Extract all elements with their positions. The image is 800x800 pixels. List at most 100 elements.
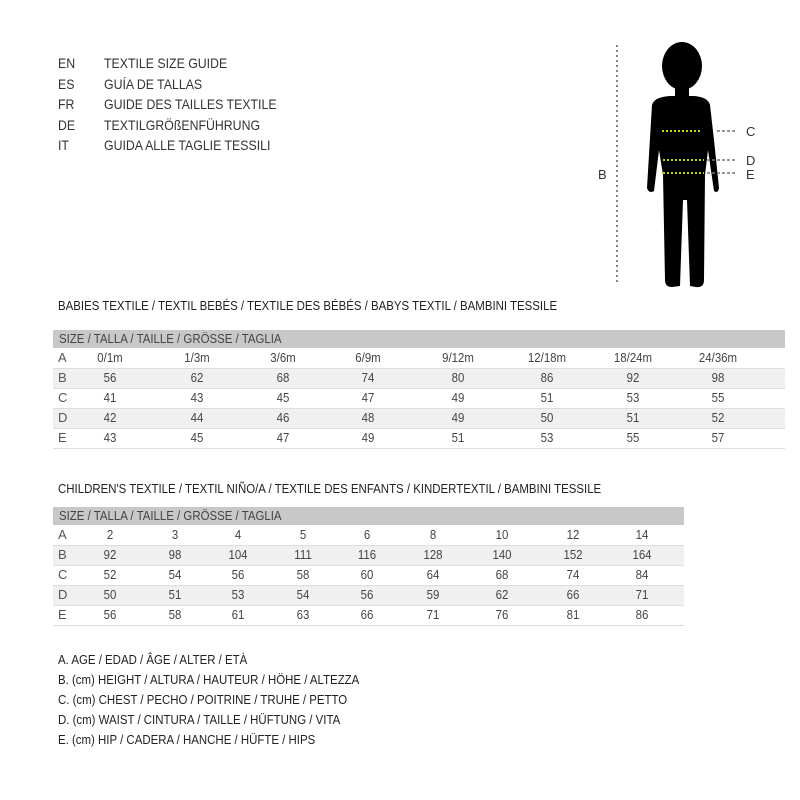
table-row: E 56 58 61 63 66 71 76 81 86 [53, 606, 684, 626]
table-cell: 43 [103, 430, 117, 445]
table-cell: 48 [361, 410, 375, 425]
table-cell: 55 [626, 430, 640, 445]
babies-size-header-label: SIZE / TALLA / TAILLE / GRÖSSE / TAGLIA [59, 331, 282, 346]
table-cell: 55 [711, 390, 725, 405]
label-c: C [746, 124, 755, 139]
row-label: A [58, 527, 67, 542]
table-cell: 86 [635, 607, 649, 622]
legend-item: E. (cm) HIP / CADERA / HANCHE / HÜFTE / … [58, 732, 316, 747]
table-cell: 116 [357, 547, 377, 562]
child-silhouette-figure: B C D E [598, 42, 755, 288]
table-cell: 2 [106, 527, 114, 542]
table-cell: 54 [168, 567, 182, 582]
table-cell: 46 [276, 410, 290, 425]
table-cell: 66 [566, 587, 580, 602]
table-cell: 51 [168, 587, 182, 602]
table-cell: 6/9m [355, 350, 381, 365]
table-cell: 49 [361, 430, 375, 445]
table-cell: 3 [171, 527, 179, 542]
language-code: IT [58, 137, 69, 153]
table-cell: 74 [361, 370, 375, 385]
table-cell: 53 [231, 587, 245, 602]
babies-heading: BABIES TEXTILE / TEXTIL BEBÉS / TEXTILE … [58, 298, 558, 313]
table-row: B 92 98 104 111 116 128 140 152 164 [53, 546, 684, 566]
table-cell: 98 [168, 547, 182, 562]
table-cell: 62 [495, 587, 509, 602]
table-cell: 41 [103, 390, 117, 405]
table-cell: 44 [190, 410, 204, 425]
table-cell: 50 [540, 410, 554, 425]
table-cell: 10 [495, 527, 509, 542]
table-cell: 9/12m [442, 350, 474, 365]
table-row: A 2 3 4 5 6 8 10 12 14 [53, 526, 684, 546]
table-cell: 4 [234, 527, 242, 542]
table-cell: 45 [276, 390, 290, 405]
table-cell: 58 [296, 567, 310, 582]
table-cell: 59 [426, 587, 440, 602]
table-cell: 84 [635, 567, 649, 582]
language-title: GUIDE DES TAILLES TEXTILE [104, 96, 277, 112]
children-heading: CHILDREN'S TEXTILE / TEXTIL NIÑO/A / TEX… [58, 481, 602, 496]
children-size-header: SIZE / TALLA / TAILLE / GRÖSSE / TAGLIA [53, 507, 684, 525]
table-cell: 64 [426, 567, 440, 582]
table-cell: 71 [426, 607, 440, 622]
table-cell: 1/3m [184, 350, 210, 365]
table-cell: 52 [103, 567, 117, 582]
table-cell: 61 [231, 607, 245, 622]
table-cell: 60 [360, 567, 374, 582]
table-cell: 42 [103, 410, 117, 425]
table-cell: 49 [451, 390, 465, 405]
language-code: EN [58, 55, 76, 71]
table-row: C 41 43 45 47 49 51 53 55 [53, 389, 785, 409]
table-cell: 57 [711, 430, 725, 445]
table-cell: 24/36m [698, 350, 738, 365]
row-label: C [58, 567, 68, 582]
silhouette-icon [647, 42, 719, 288]
table-cell: 56 [103, 370, 117, 385]
table-cell: 12 [566, 527, 580, 542]
table-row: D 42 44 46 48 49 50 51 52 [53, 409, 785, 429]
table-row: D 50 51 53 54 56 59 62 66 71 [53, 586, 684, 606]
row-label: A [58, 350, 67, 365]
table-cell: 76 [495, 607, 509, 622]
table-cell: 8 [429, 527, 437, 542]
table-cell: 14 [635, 527, 649, 542]
language-title: TEXTILGRÖßENFÜHRUNG [104, 116, 261, 133]
table-cell: 45 [190, 430, 204, 445]
row-label: D [58, 410, 68, 425]
table-cell: 6 [363, 527, 371, 542]
legend-item: D. (cm) WAIST / CINTURA / TAILLE / HÜFTU… [58, 712, 341, 727]
table-cell: 51 [451, 430, 465, 445]
table-cell: 5 [299, 527, 307, 542]
row-label: E [58, 607, 67, 622]
table-cell: 50 [103, 587, 117, 602]
label-d: D [746, 153, 755, 168]
table-cell: 86 [540, 370, 554, 385]
label-b: B [598, 167, 607, 182]
table-cell: 47 [361, 390, 375, 405]
table-cell: 74 [566, 567, 580, 582]
table-cell: 152 [563, 547, 583, 562]
language-title: TEXTILE SIZE GUIDE [104, 55, 228, 71]
table-cell: 68 [276, 370, 290, 385]
table-cell: 62 [190, 370, 204, 385]
legend-item: C. (cm) CHEST / PECHO / POITRINE / TRUHE… [58, 692, 348, 707]
table-cell: 52 [711, 410, 725, 425]
table-cell: 140 [492, 547, 512, 562]
table-cell: 56 [360, 587, 374, 602]
language-title: GUIDA ALLE TAGLIE TESSILI [104, 137, 271, 153]
label-e: E [746, 167, 755, 182]
table-cell: 128 [423, 547, 443, 562]
table-cell: 92 [626, 370, 640, 385]
table-cell: 104 [228, 547, 248, 562]
table-cell: 66 [360, 607, 374, 622]
table-cell: 80 [451, 370, 465, 385]
language-code: FR [58, 96, 75, 112]
table-cell: 53 [540, 430, 554, 445]
row-label: B [58, 370, 67, 385]
table-cell: 56 [231, 567, 245, 582]
table-row: E 43 45 47 49 51 53 55 57 [53, 429, 785, 449]
babies-size-header: SIZE / TALLA / TAILLE / GRÖSSE / TAGLIA [53, 330, 785, 348]
table-cell: 54 [296, 587, 310, 602]
